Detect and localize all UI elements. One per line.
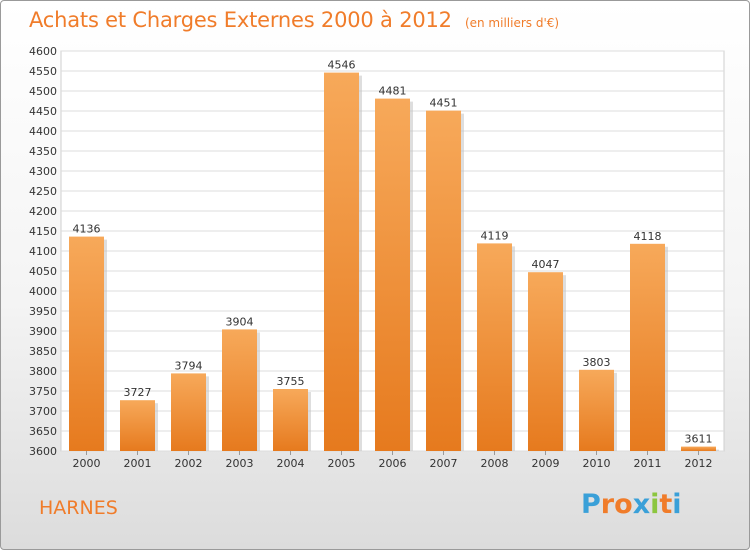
bar <box>477 243 512 451</box>
bar <box>273 389 308 451</box>
bar <box>630 243 665 451</box>
location-label: HARNES <box>39 497 118 519</box>
x-tick-label: 2004 <box>277 457 305 470</box>
y-tick-label: 3650 <box>29 425 57 438</box>
chart-title: Achats et Charges Externes 2000 à 2012 <box>29 8 452 32</box>
logo-letter: o <box>614 489 633 520</box>
bar <box>681 446 716 451</box>
chart-subtitle: (en milliers d'€) <box>464 16 560 30</box>
bar <box>69 236 104 451</box>
y-tick-label: 3700 <box>29 405 57 418</box>
y-tick-label: 3850 <box>29 345 57 358</box>
data-label: 3727 <box>124 386 152 399</box>
data-label: 3611 <box>685 433 713 446</box>
proxiti-logo: Proxiti <box>581 489 682 520</box>
bar <box>222 329 257 451</box>
y-tick-label: 4050 <box>29 265 57 278</box>
data-label: 3794 <box>175 359 203 372</box>
y-tick-label: 4500 <box>29 85 57 98</box>
bar <box>171 373 206 451</box>
bar <box>120 400 155 451</box>
y-tick-label: 3900 <box>29 325 57 338</box>
x-tick-label: 2005 <box>328 457 356 470</box>
x-tick-label: 2002 <box>175 457 203 470</box>
logo-letter: P <box>581 489 601 520</box>
y-tick-label: 3950 <box>29 305 57 318</box>
x-tick-label: 2009 <box>532 457 560 470</box>
x-tick-label: 2010 <box>583 457 611 470</box>
data-label: 4546 <box>328 59 356 72</box>
data-label: 4136 <box>73 223 101 236</box>
bar <box>579 369 614 451</box>
y-tick-label: 4200 <box>29 205 57 218</box>
data-label: 3755 <box>277 375 305 388</box>
x-tick-label: 2000 <box>73 457 101 470</box>
logo-letter: r <box>600 489 615 520</box>
x-tick-label: 2001 <box>124 457 152 470</box>
x-tick-label: 2007 <box>430 457 458 470</box>
x-tick-label: 2006 <box>379 457 407 470</box>
y-tick-label: 3750 <box>29 385 57 398</box>
logo-letter: x <box>632 489 651 520</box>
y-tick-label: 4400 <box>29 125 57 138</box>
bar <box>528 272 563 451</box>
chart-title-block: Achats et Charges Externes 2000 à 2012 (… <box>29 8 559 32</box>
logo-letter: i <box>650 489 660 520</box>
y-tick-label: 3800 <box>29 365 57 378</box>
y-tick-label: 4100 <box>29 245 57 258</box>
y-tick-label: 4300 <box>29 165 57 178</box>
x-tick-label: 2011 <box>634 457 662 470</box>
y-tick-label: 4250 <box>29 185 57 198</box>
data-label: 4118 <box>634 230 662 243</box>
logo-letter: i <box>672 489 682 520</box>
x-tick-label: 2008 <box>481 457 509 470</box>
y-tick-label: 4000 <box>29 285 57 298</box>
data-label: 3904 <box>226 315 254 328</box>
data-label: 4451 <box>430 97 458 110</box>
data-label: 4481 <box>379 85 407 98</box>
bar <box>324 72 359 451</box>
y-tick-label: 3600 <box>29 445 57 458</box>
y-tick-label: 4450 <box>29 105 57 118</box>
data-label: 3803 <box>583 356 611 369</box>
x-tick-label: 2012 <box>685 457 713 470</box>
bar <box>426 110 461 451</box>
logo-letter: t <box>659 489 673 520</box>
data-label: 4047 <box>532 258 560 271</box>
y-tick-label: 4550 <box>29 65 57 78</box>
data-label: 4119 <box>481 229 509 242</box>
y-tick-label: 4350 <box>29 145 57 158</box>
y-tick-label: 4150 <box>29 225 57 238</box>
y-tick-label: 4600 <box>29 45 57 58</box>
x-tick-label: 2003 <box>226 457 254 470</box>
bar <box>375 98 410 451</box>
